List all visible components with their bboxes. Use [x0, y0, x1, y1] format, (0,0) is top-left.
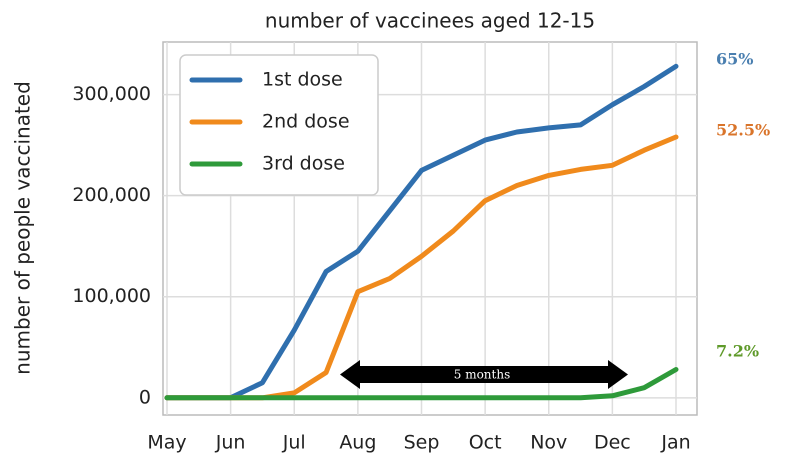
annotation: 65% [716, 50, 753, 69]
arrow-head [608, 360, 628, 389]
x-tick-label: Nov [530, 432, 567, 454]
legend: 1st dose 2nd dose 3rd dose [179, 54, 379, 196]
annotation: 7.2% [716, 342, 759, 361]
annotation: 52.5% [716, 121, 770, 140]
x-tick-label: Oct [469, 432, 502, 454]
duration-arrow [340, 360, 628, 389]
y-tick-label: 0 [139, 386, 151, 408]
series-line [164, 367, 679, 401]
y-tick-label: 300,000 [72, 83, 151, 105]
x-tick-label: Jul [282, 432, 306, 454]
legend-label: 2nd dose [262, 111, 350, 133]
x-tick-label: May [147, 432, 186, 454]
arrow-head [340, 360, 360, 389]
annotation: 5 months [454, 368, 511, 382]
x-tick-label: Sep [404, 432, 440, 454]
legend-box [179, 54, 379, 196]
y-tick-label: 100,000 [72, 285, 151, 307]
legend-label: 1st dose [262, 69, 343, 91]
x-tick-label: Jan [660, 432, 690, 454]
chart-title: number of vaccinees aged 12-15 [265, 9, 595, 33]
y-tick-label: 200,000 [72, 184, 151, 206]
y-axis-label: number of people vaccinated [11, 81, 35, 375]
series-line [164, 63, 679, 401]
arrow-shaft [356, 366, 612, 383]
x-tick-label: Dec [594, 432, 631, 454]
legend-label: 3rd dose [262, 153, 345, 175]
x-tick-label: Jun [215, 432, 246, 454]
x-tick-label: Aug [339, 432, 376, 454]
